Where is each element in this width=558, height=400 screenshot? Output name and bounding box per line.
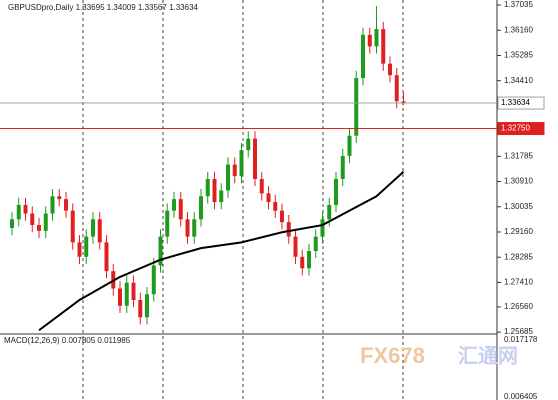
y-tick-label: 1.34410 [504, 76, 533, 85]
y-tick-label: 1.25685 [504, 327, 533, 336]
candle-body [273, 202, 278, 211]
price-label-box [497, 96, 545, 110]
candle-body [374, 29, 379, 47]
candle-body [118, 288, 122, 306]
candle-body [151, 265, 156, 295]
candle-body [239, 150, 244, 177]
header: GBPUSDpro,Daily 1.33695 1.34009 1.33567 … [8, 3, 199, 12]
symbol-title: GBPUSDpro,Daily [8, 3, 73, 12]
candle-body [145, 294, 149, 318]
candle-body [381, 29, 386, 64]
candle-body [97, 219, 102, 243]
candle-body [259, 178, 264, 194]
macd-title: MACD(12,26,9) [4, 336, 60, 345]
price-label: 1.33634 [501, 98, 530, 107]
candle-body [394, 75, 399, 102]
candle-body [172, 199, 176, 211]
y-tick-label: 1.35285 [504, 51, 533, 60]
y-tick-label: 1.29160 [504, 227, 533, 236]
candle-body [131, 282, 136, 300]
y-tick-label: 1.30035 [504, 202, 533, 211]
candle-body [286, 222, 291, 237]
moving-average [38, 171, 405, 332]
candle-body [205, 178, 210, 197]
candle-body [10, 219, 14, 228]
candle-body [165, 210, 170, 237]
price-label: 1.32750 [501, 124, 530, 133]
header-value: 1.33634 [169, 3, 198, 12]
candle-body [246, 138, 251, 151]
candle-body [327, 204, 332, 220]
candle-body [43, 213, 48, 231]
candle-body [185, 219, 190, 237]
y-tick-label: 1.37035 [504, 0, 533, 9]
candle-body [64, 199, 68, 211]
y-tick-label: 1.27410 [504, 278, 533, 287]
candle-body [70, 210, 75, 243]
candle-body [354, 78, 359, 136]
candle-body [212, 178, 217, 203]
watermark-cn: 汇通网 [458, 344, 518, 367]
candle-body [104, 242, 109, 272]
candle-body [232, 164, 237, 177]
candle-body [401, 101, 406, 104]
candle-body [124, 282, 129, 306]
candle-body [320, 219, 325, 237]
y-tick-label: 1.30910 [504, 177, 533, 186]
candle-body [57, 196, 62, 200]
candle-body [307, 251, 311, 269]
candle-body [347, 135, 352, 156]
candle-body [361, 34, 365, 79]
candle-body [91, 219, 95, 237]
candle-body [16, 204, 21, 220]
candle-body [199, 196, 203, 220]
y-tick-label: 1.26560 [504, 302, 533, 311]
y-tick-label: 1.36160 [504, 25, 533, 34]
candle-body [226, 164, 230, 191]
candle-body [158, 236, 163, 266]
macd-tick-label: 0.017178 [504, 335, 538, 344]
macd-value: 0.011985 [97, 336, 130, 345]
macd-value: 0.007805 [62, 336, 96, 345]
candle-body [84, 236, 89, 257]
candle-body [138, 299, 143, 318]
y-tick-label: 1.28285 [504, 252, 533, 261]
header-value: 1.33567 [138, 3, 167, 12]
candle-body [367, 34, 372, 47]
vertical-grid [82, 0, 404, 400]
candle-body [23, 204, 28, 214]
macd-tick-label: 0.006405 [504, 392, 538, 400]
candle-body [77, 242, 82, 257]
watermark: FX678 [360, 343, 425, 368]
candle-body [266, 193, 271, 203]
candle-body [334, 178, 338, 205]
candle-body [192, 219, 197, 237]
candle-body [37, 225, 41, 231]
candle-body [293, 236, 298, 257]
candle-body [280, 210, 284, 223]
candle-body [50, 196, 55, 214]
price-label-box [497, 122, 545, 136]
candle-body [178, 199, 183, 220]
candle-body [219, 190, 224, 203]
candle-body [313, 236, 318, 252]
header-value: 1.34009 [107, 3, 136, 12]
header-value: 1.33695 [76, 3, 105, 12]
candle-body [253, 138, 257, 179]
candle-body [300, 256, 305, 269]
macd-header: MACD(12,26,9) 0.007805 0.011985 [4, 336, 131, 345]
y-tick-label: 1.31785 [504, 151, 533, 160]
candle-body [30, 213, 35, 226]
candle-body [388, 63, 392, 76]
candle-body [340, 155, 345, 179]
